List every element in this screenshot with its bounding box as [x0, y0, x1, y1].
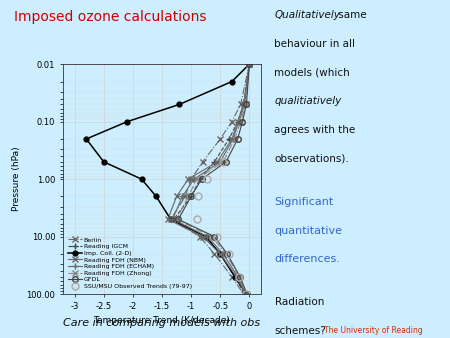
Text: Imposed ozone calculations: Imposed ozone calculations: [14, 10, 206, 24]
X-axis label: Temperature Trend (K/decade): Temperature Trend (K/decade): [94, 316, 230, 325]
Text: agrees with the: agrees with the: [274, 125, 356, 135]
Text: Care in comparing models with obs: Care in comparing models with obs: [63, 318, 260, 328]
Text: The University of Reading: The University of Reading: [324, 325, 423, 335]
Text: models (which: models (which: [274, 68, 350, 78]
Text: Radiation: Radiation: [274, 297, 324, 308]
Text: Qualitatively: Qualitatively: [274, 10, 340, 20]
Text: observations).: observations).: [274, 154, 349, 164]
Y-axis label: Pressure (hPa): Pressure (hPa): [12, 147, 21, 212]
Text: schemes?: schemes?: [274, 326, 326, 336]
Text: quantitative: quantitative: [274, 226, 342, 236]
Text: qualitiatively: qualitiatively: [274, 96, 342, 106]
Text: Significant: Significant: [274, 197, 334, 207]
Legend: Berlin, Reading IGCM, Imp. Coll. (2-D), Reading FDH (NBM), Reading FDH (ECHAM), : Berlin, Reading IGCM, Imp. Coll. (2-D), …: [66, 236, 194, 291]
Text: behaviour in all: behaviour in all: [274, 39, 356, 49]
Text: same: same: [335, 10, 367, 20]
Text: differences.: differences.: [274, 255, 340, 264]
